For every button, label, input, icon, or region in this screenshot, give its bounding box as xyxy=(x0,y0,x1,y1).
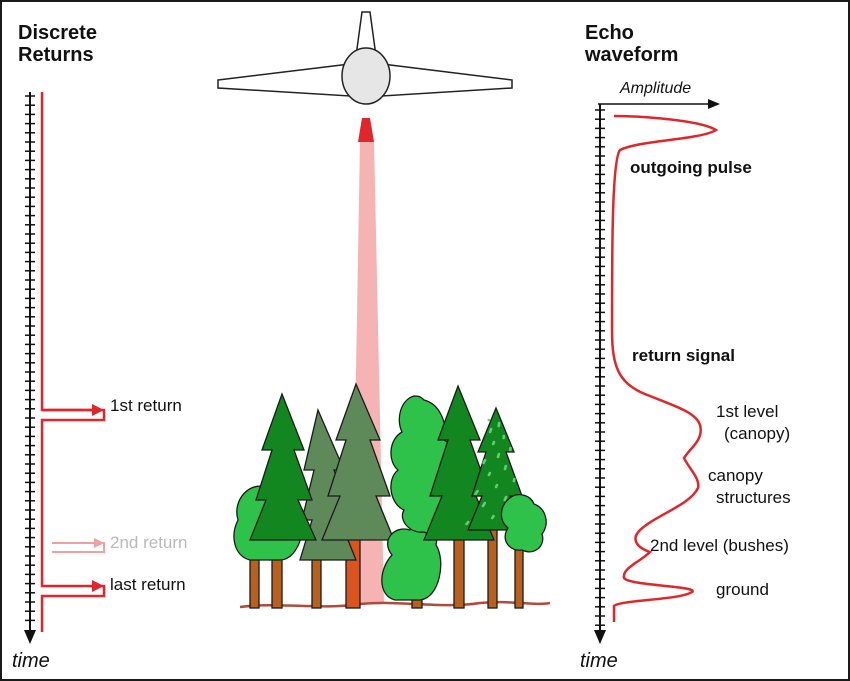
tree-texture-dot xyxy=(487,418,491,422)
amplitude-axis-arrow xyxy=(598,99,720,109)
canopy-structures-line2: structures xyxy=(716,488,791,507)
left-title-line2: Returns xyxy=(18,44,94,66)
tree-texture-dot xyxy=(495,483,499,487)
canopy-structures-line1: canopy xyxy=(708,466,763,485)
forest xyxy=(233,382,547,609)
amplitude-label: Amplitude xyxy=(620,80,692,97)
level1-label-line1: 1st level xyxy=(716,402,779,421)
left-time-axis xyxy=(24,92,36,644)
tree-texture-dot xyxy=(483,501,487,505)
second-return-label: 2nd return xyxy=(110,533,188,552)
tree-texture-dot xyxy=(466,520,470,524)
tree-texture-dot xyxy=(483,458,487,462)
ground-line xyxy=(239,600,551,609)
return-signal-label: return signal xyxy=(632,346,735,365)
tree-texture-dot xyxy=(497,421,501,425)
left-axis-label: time xyxy=(12,650,50,672)
tree-texture-dot xyxy=(476,489,479,493)
level1-label-line2: (canopy) xyxy=(724,424,791,443)
right-time-axis xyxy=(594,104,606,644)
right-axis-label: time xyxy=(580,650,618,672)
tree-texture-dot xyxy=(502,434,506,438)
right-title-line1: Echo xyxy=(585,22,634,44)
tree-texture-dot xyxy=(492,514,495,518)
tree-texture-dot xyxy=(504,464,508,468)
echo-waveform xyxy=(610,114,719,622)
aircraft xyxy=(217,11,513,105)
tree-texture-dot xyxy=(504,495,508,499)
right-title-line2: waveform xyxy=(585,44,679,66)
tree-texture-dot xyxy=(509,446,512,450)
tree-texture-dot xyxy=(492,440,496,444)
last-return-label: last return xyxy=(110,575,186,594)
tree-texture-dot xyxy=(489,427,493,431)
tree-texture-dot xyxy=(488,471,492,475)
tree-texture-dot xyxy=(497,452,501,456)
ground-label: ground xyxy=(716,580,769,599)
outgoing-pulse-label: outgoing pulse xyxy=(630,158,752,177)
tree-texture-dot xyxy=(513,477,516,481)
discrete-return-signal xyxy=(40,92,106,632)
first-return-label: 1st return xyxy=(110,396,182,415)
level2-label: 2nd level (bushes) xyxy=(650,536,789,555)
left-title-line1: Discrete xyxy=(18,22,97,44)
